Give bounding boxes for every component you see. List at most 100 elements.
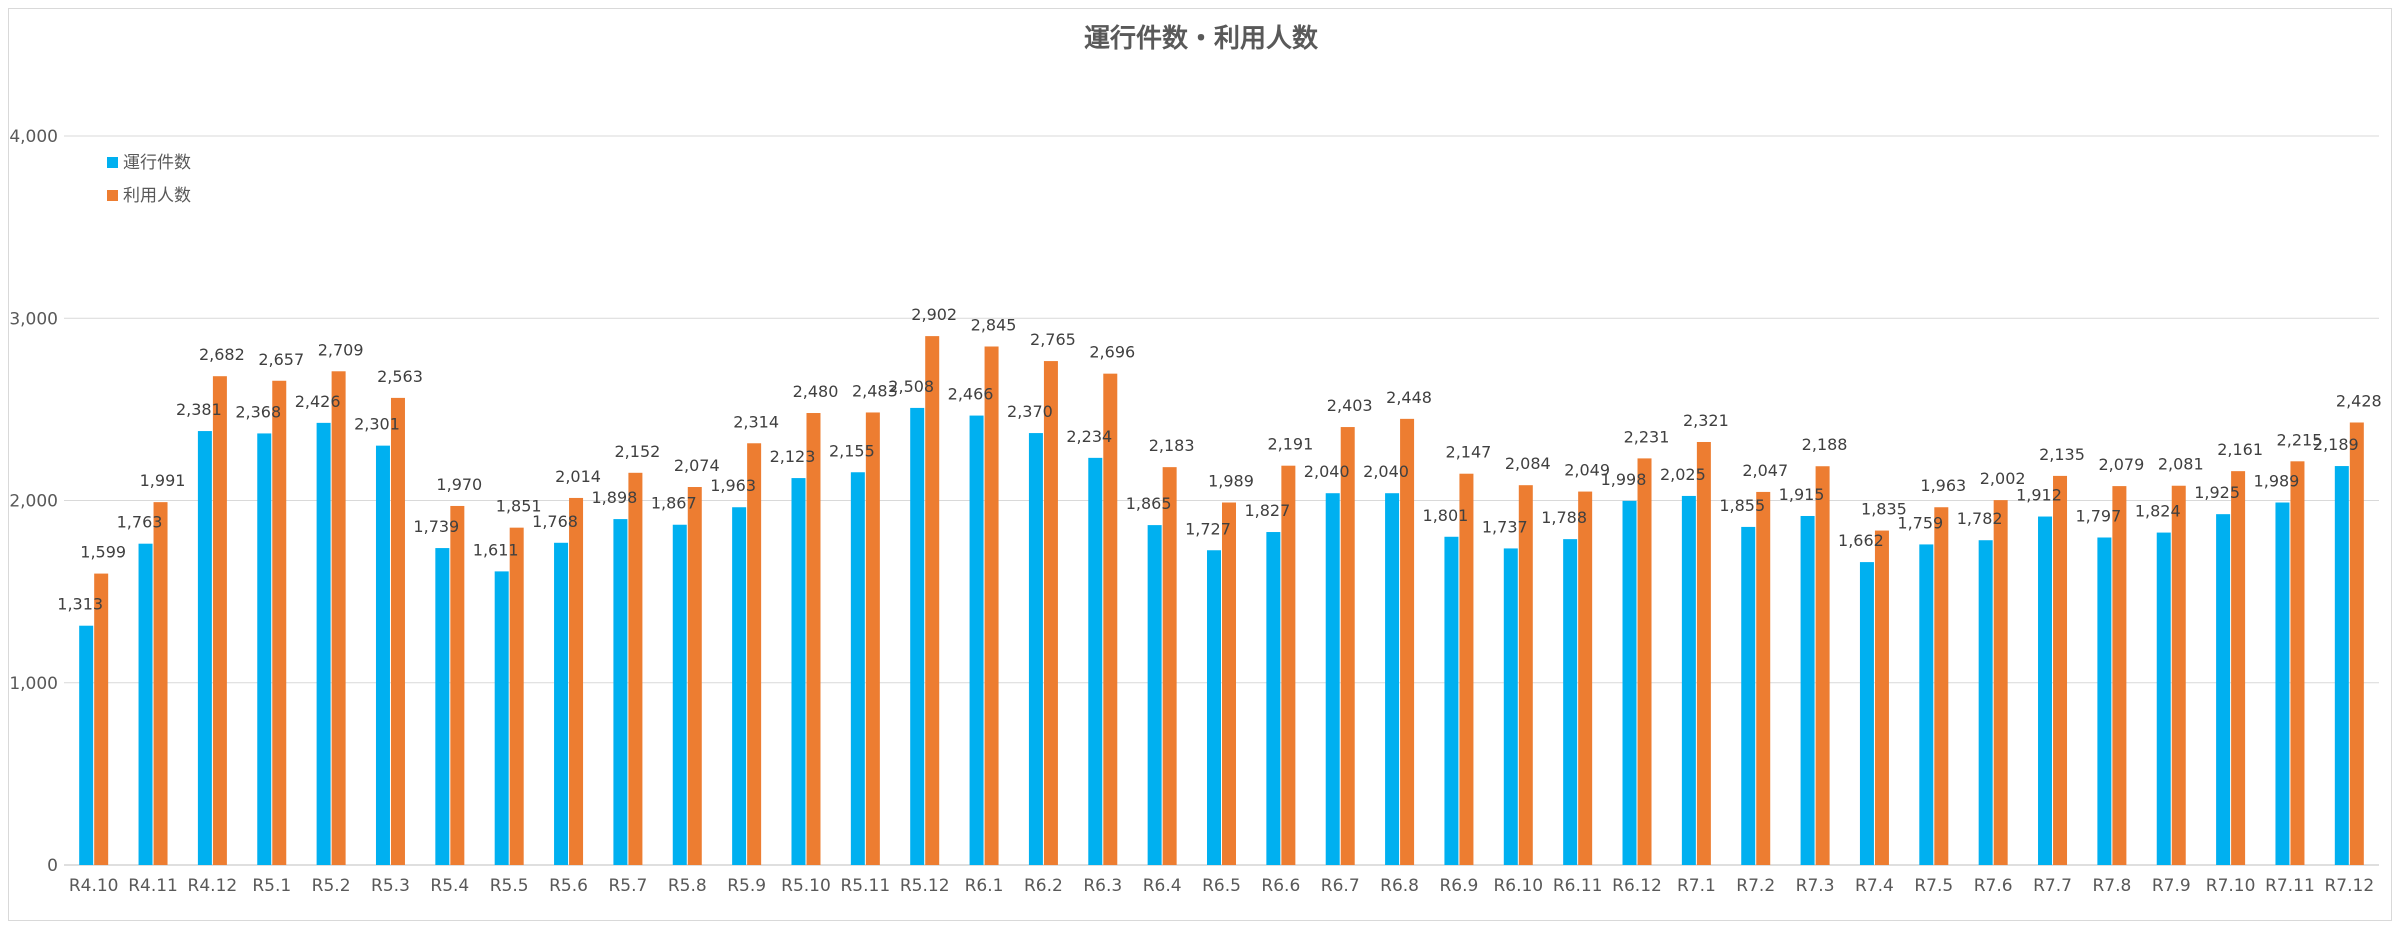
- data-label-series1: 1,912: [2016, 486, 2062, 505]
- bar-series2: [272, 380, 287, 865]
- bar-series1: [1147, 525, 1162, 865]
- bar-series1: [1978, 540, 1993, 865]
- x-tick-label: R6.3: [1083, 876, 1122, 896]
- data-label-series2: 1,989: [1208, 472, 1254, 491]
- data-label-series1: 2,123: [770, 447, 816, 466]
- bar-series2: [1993, 500, 2008, 865]
- bar-series2: [2349, 422, 2364, 865]
- bar-series2: [569, 497, 584, 865]
- data-label-series2: 2,135: [2039, 445, 2085, 464]
- y-tick-label: 3,000: [9, 309, 58, 329]
- legend-label-series2: 利用人数: [123, 186, 191, 206]
- bar-series1: [316, 422, 331, 865]
- bar-series2: [747, 443, 762, 865]
- bar-series2: [1400, 418, 1415, 865]
- data-label-series2: 2,191: [1267, 435, 1313, 454]
- data-label-series2: 2,047: [1742, 461, 1788, 480]
- y-tick-label: 1,000: [9, 674, 58, 694]
- x-tick-label: R5.12: [900, 876, 950, 896]
- data-label-series2: 2,014: [555, 467, 601, 486]
- data-label-series1: 1,788: [1541, 508, 1587, 527]
- data-label-series2: 2,483: [852, 381, 898, 400]
- bar-series2: [153, 502, 168, 865]
- bar-series1: [969, 415, 984, 865]
- data-label-series2: 1,599: [80, 543, 126, 562]
- bar-series1: [1207, 550, 1221, 865]
- x-tick-label: R5.1: [252, 876, 291, 896]
- x-tick-label: R5.9: [727, 876, 766, 896]
- data-label-series2: 2,403: [1327, 396, 1373, 415]
- x-tick-label: R6.1: [965, 876, 1004, 896]
- bar-series1: [79, 625, 94, 865]
- bar-series1: [1681, 495, 1696, 865]
- bar-series2: [2171, 485, 2186, 865]
- bar-chart: 運行件数・利用人数 0 1,000 2,000 3,000 4,000 1,313 1,5…: [9, 23, 2381, 896]
- data-label-series2: 1,991: [140, 471, 186, 490]
- y-tick-label: 0: [47, 856, 58, 876]
- data-label-series2: 2,428: [2336, 391, 2382, 410]
- data-label-series1: 2,040: [1363, 462, 1409, 481]
- bar-series2: [509, 527, 524, 865]
- bar-series2: [1637, 458, 1652, 865]
- x-tick-label: R6.10: [1493, 876, 1543, 896]
- x-tick-label: R6.2: [1024, 876, 1063, 896]
- data-label-series1: 1,782: [1957, 509, 2003, 528]
- data-label-series1: 1,898: [592, 488, 638, 507]
- bar-series2: [390, 397, 405, 865]
- x-tick-label: R7.8: [2092, 876, 2131, 896]
- x-tick-label: R6.11: [1553, 876, 1603, 896]
- data-label-series2: 2,765: [1030, 330, 1076, 349]
- data-label-series1: 1,963: [710, 476, 756, 495]
- data-label-series1: 1,768: [532, 512, 578, 531]
- x-tick-label: R5.5: [490, 876, 529, 896]
- legend-item-series2[interactable]: 利用人数: [107, 186, 191, 206]
- bar-series1: [850, 472, 865, 865]
- data-label-series1: 2,155: [829, 441, 875, 460]
- x-tick-label: R7.5: [1914, 876, 1953, 896]
- data-label-series2: 1,835: [1861, 500, 1907, 519]
- bar-series1: [1088, 457, 1103, 865]
- bar-series2: [1696, 441, 1711, 865]
- bar-series2: [94, 573, 109, 865]
- data-label-series1: 1,855: [1719, 496, 1765, 515]
- data-label-series1: 2,189: [2313, 435, 2359, 454]
- data-label-series1: 2,040: [1304, 462, 1350, 481]
- bar-series1: [257, 433, 272, 865]
- bar-series1: [375, 445, 390, 865]
- data-label-series2: 2,902: [911, 305, 957, 324]
- bar-series2: [628, 472, 643, 865]
- x-tick-label: R7.10: [2206, 876, 2256, 896]
- bar-series2: [2053, 475, 2068, 865]
- bar-series2: [1934, 507, 1949, 865]
- x-tick-label: R7.9: [2152, 876, 2191, 896]
- data-label-series2: 2,696: [1089, 343, 1135, 362]
- bar-series1: [1385, 493, 1400, 865]
- data-label-series2: 2,049: [1564, 461, 1610, 480]
- bar-series1: [197, 431, 212, 865]
- bar-series1: [435, 548, 450, 865]
- bar-series2: [1340, 427, 1355, 865]
- data-label-series2: 2,183: [1149, 436, 1195, 455]
- data-label-series1: 1,737: [1482, 517, 1528, 536]
- data-label-series2: 2,231: [1624, 427, 1670, 446]
- data-labels: 1,313 1,599 1,763 1,991 2,381 2,682 2,368 2,657…: [57, 305, 2381, 614]
- bar-series2: [1103, 373, 1118, 865]
- legend[interactable]: 運行件数 利用人数: [107, 153, 191, 206]
- data-label-series2: 2,147: [1446, 443, 1492, 462]
- chart-title: 運行件数・利用人数: [1084, 23, 1319, 54]
- bar-series2: [1162, 467, 1177, 865]
- legend-item-series1[interactable]: 運行件数: [107, 153, 191, 173]
- bar-series2: [331, 371, 346, 865]
- x-tick-label: R7.12: [2324, 876, 2374, 896]
- legend-label-series1: 運行件数: [123, 153, 191, 173]
- x-tick-label: R7.3: [1796, 876, 1835, 896]
- bar-series2: [1578, 491, 1593, 865]
- data-label-series2: 1,970: [436, 475, 482, 494]
- x-tick-label: R7.6: [1974, 876, 2013, 896]
- x-tick-label: R6.7: [1321, 876, 1360, 896]
- bar-series2: [1222, 502, 1236, 865]
- data-label-series1: 2,466: [948, 385, 994, 404]
- data-label-series2: 2,215: [2277, 430, 2323, 449]
- x-tick-label: R4.11: [128, 876, 178, 896]
- bar-series2: [1815, 466, 1830, 865]
